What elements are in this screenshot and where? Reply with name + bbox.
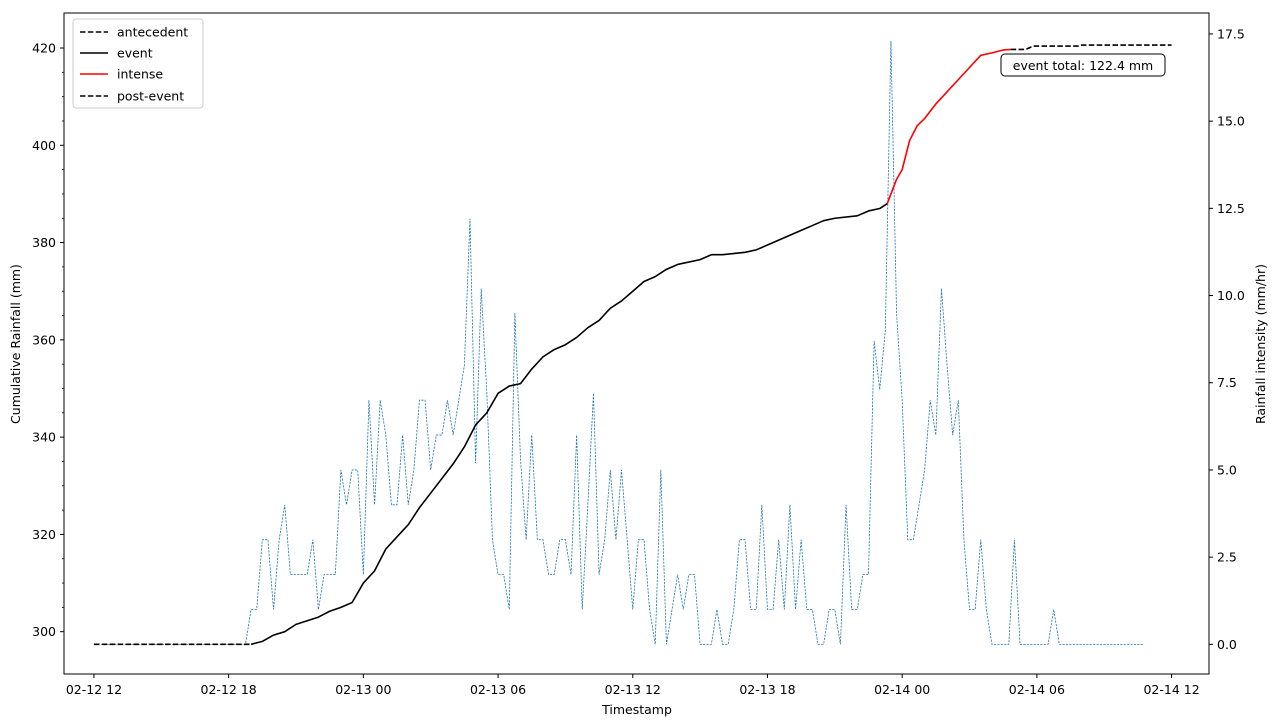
series-layer [93,40,1172,646]
x-tick-label: 02-13 12 [605,682,661,697]
x-tick-label: 02-13 18 [739,682,795,697]
annotation-text: event total: 122.4 mm [1013,58,1153,73]
legend-frame [72,18,204,109]
y2-tick-label: 17.5 [1217,26,1245,41]
x-tick-label: 02-13 06 [470,682,526,697]
y-tick-label: 380 [32,235,56,250]
y-tick-label: 400 [32,138,56,153]
y-tick-label: 340 [32,430,56,445]
y2-tick-label: 5.0 [1217,462,1237,477]
y-tick-label: 300 [32,624,56,639]
series-post-event [1010,44,1172,51]
y2-tick-label: 7.5 [1217,375,1237,390]
series-intense [886,48,1011,204]
x-tick-label: 02-14 06 [1009,682,1065,697]
y2-tick-label: 2.5 [1217,550,1237,565]
x-tick-label: 02-14 12 [1143,682,1199,697]
y2-tick-label: 15.0 [1217,114,1245,129]
y2-tick-label: 10.0 [1217,288,1245,303]
series-event [250,202,888,646]
series-rainfall-intensity [93,40,1144,645]
y-tick-label: 420 [32,41,56,56]
y-axis-label: Cumulative Rainfall (mm) [8,264,23,424]
x-tick-label: 02-14 00 [874,682,930,697]
y2-axis-label: Rainfall intensity (mm/hr) [1253,264,1268,424]
y2-tick-label: 0.0 [1217,637,1237,652]
x-tick-label: 02-13 00 [335,682,391,697]
x-tick-label: 02-12 18 [201,682,257,697]
y-tick-label: 360 [32,332,56,347]
x-tick-label: 02-12 12 [66,682,122,697]
event-total-annotation: event total: 122.4 mm [1000,53,1166,77]
legend-label-post-event: post-event [117,89,184,104]
ticks-layer: 02-12 12 02-12 18 02-13 00 02-13 06 02-13 12… [32,26,1245,697]
annotation-box [1000,53,1166,77]
y-tick-label: 320 [32,527,56,542]
plot-frame [63,12,1210,675]
x-axis-label: Timestamp [601,702,672,717]
y2-tick-label: 12.5 [1217,201,1245,216]
legend-label-antecedent: antecedent [117,25,188,40]
legend-label-event: event [117,46,153,61]
legend-label-intense: intense [117,67,163,82]
legend: antecedent event intense post-event [72,18,204,109]
